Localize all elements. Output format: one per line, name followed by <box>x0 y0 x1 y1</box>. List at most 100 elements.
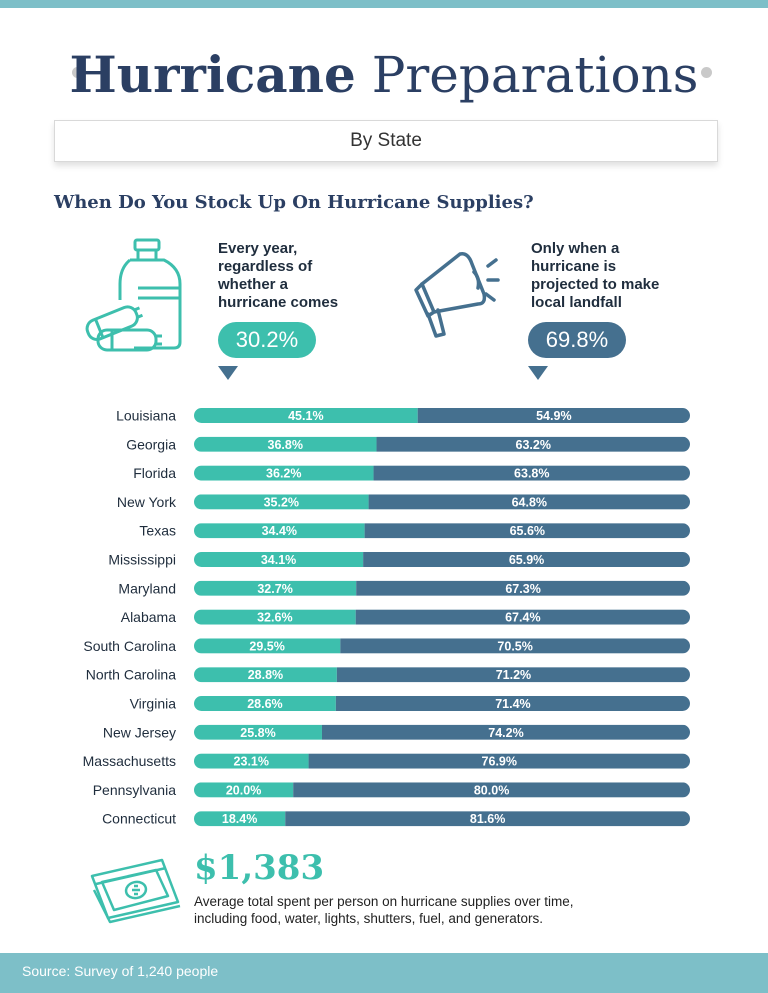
bar-value-label: 63.2% <box>516 438 551 452</box>
option-line: Every year, <box>218 240 298 257</box>
megaphone-icon <box>414 251 500 338</box>
bar-row <box>194 465 690 481</box>
spend-desc-line: including food, water, lights, shutters,… <box>194 911 543 926</box>
state-label: Louisiana <box>116 408 176 424</box>
bar-row <box>194 782 690 798</box>
bar-value-label: 36.8% <box>268 438 303 452</box>
cash-icon <box>90 858 181 924</box>
bar-value-label: 45.1% <box>288 409 323 423</box>
bar-value-label: 29.5% <box>249 639 284 653</box>
state-label: South Carolina <box>83 638 176 654</box>
option-line: local landfall <box>531 294 622 311</box>
bar-value-label: 20.0% <box>226 783 261 797</box>
bar-row <box>194 408 690 423</box>
bar-row <box>194 811 690 827</box>
state-label: Georgia <box>126 436 176 452</box>
bar-value-label: 67.3% <box>505 582 540 596</box>
state-label: New Jersey <box>103 724 176 740</box>
bar-every-year <box>194 811 286 827</box>
bar-row <box>194 552 690 567</box>
bar-landfall <box>376 436 690 452</box>
bar-every-year <box>194 580 357 596</box>
bar-every-year <box>194 408 418 423</box>
state-label: Alabama <box>121 609 176 625</box>
bar-every-year <box>194 667 337 683</box>
page-title: Hurricane Preparations <box>0 40 768 110</box>
bar-value-label: 28.8% <box>248 668 283 682</box>
bar-value-label: 76.9% <box>482 755 517 769</box>
bar-every-year <box>194 753 309 769</box>
question-heading: When Do You Stock Up On Hurricane Suppli… <box>54 192 534 213</box>
bar-every-year <box>194 638 341 654</box>
source-note: Source: Survey of 1,240 people <box>22 963 219 979</box>
bar-value-label: 28.6% <box>247 697 282 711</box>
bar-row <box>194 638 690 654</box>
bar-value-label: 70.5% <box>497 639 532 653</box>
bar-every-year <box>194 494 369 510</box>
bar-every-year <box>194 552 364 567</box>
title-rest: Preparations <box>371 46 699 104</box>
spend-amount: $1,383 <box>194 848 325 888</box>
state-bar-chart: Louisiana 45.1% 54.9% Georgia 36.8% 63.2% Flor… <box>83 408 690 827</box>
bar-value-label: 74.2% <box>488 726 523 740</box>
bar-value-label: 65.9% <box>509 553 544 567</box>
bar-value-label: 35.2% <box>264 495 299 509</box>
pointer-triangle <box>528 366 548 380</box>
bar-row <box>194 494 690 510</box>
state-label: Virginia <box>130 696 177 712</box>
bar-value-label: 32.6% <box>257 611 292 625</box>
state-label: Maryland <box>118 580 176 596</box>
bar-landfall <box>417 408 690 423</box>
bar-value-label: 25.8% <box>240 726 275 740</box>
subtitle: By State <box>350 130 422 151</box>
bar-value-label: 64.8% <box>512 495 547 509</box>
option-line: regardless of <box>218 258 313 275</box>
bar-every-year <box>194 436 377 452</box>
option-line: whether a <box>218 276 289 293</box>
bar-landfall <box>321 724 690 740</box>
bar-row <box>194 580 690 596</box>
option-every-year-value: 30.2% <box>235 327 299 352</box>
footer-bar: Source: Survey of 1,240 people <box>0 953 768 993</box>
bar-row <box>194 667 690 683</box>
bar-value-label: 67.4% <box>505 611 540 625</box>
bar-value-label: 65.6% <box>510 524 545 538</box>
bar-value-label: 34.1% <box>261 553 296 567</box>
option-line: hurricane is <box>531 258 617 275</box>
title-dot-left <box>72 67 83 78</box>
bar-every-year <box>194 782 294 798</box>
bar-landfall <box>293 782 690 798</box>
bar-landfall <box>336 667 690 683</box>
state-label: Massachusetts <box>83 753 176 769</box>
bar-row <box>194 609 690 625</box>
bar-value-label: 32.7% <box>257 582 292 596</box>
state-label: Mississippi <box>108 552 176 568</box>
bar-value-label: 34.4% <box>262 524 297 538</box>
bar-every-year <box>194 724 322 740</box>
bar-value-label: 63.8% <box>514 467 549 481</box>
spend-desc-line: Average total spent per person on hurric… <box>194 894 574 909</box>
bar-landfall <box>285 811 690 827</box>
state-label: Texas <box>139 523 176 539</box>
bar-every-year <box>194 523 365 539</box>
bar-row <box>194 523 690 539</box>
bar-value-label: 81.6% <box>470 812 505 826</box>
bar-landfall <box>356 580 690 596</box>
state-label: North Carolina <box>86 667 176 683</box>
state-label: Connecticut <box>102 811 176 827</box>
bar-value-label: 18.4% <box>222 812 257 826</box>
state-label: Florida <box>133 465 176 481</box>
bar-landfall <box>308 753 690 769</box>
bar-row <box>194 753 690 769</box>
bar-value-label: 54.9% <box>536 409 571 423</box>
bar-landfall <box>340 638 690 654</box>
bar-landfall <box>368 494 690 510</box>
water-jug-batteries-icon <box>85 238 182 352</box>
option-landfall-value: 69.8% <box>545 327 609 352</box>
bar-every-year <box>194 465 374 481</box>
subtitle-box: By State <box>54 120 718 162</box>
option-every-year-pill: 30.2% <box>218 322 316 358</box>
top-accent-bar <box>0 0 768 8</box>
bar-value-label: 71.4% <box>495 697 530 711</box>
option-landfall-text: Only when a hurricane is projected to ma… <box>531 240 659 312</box>
